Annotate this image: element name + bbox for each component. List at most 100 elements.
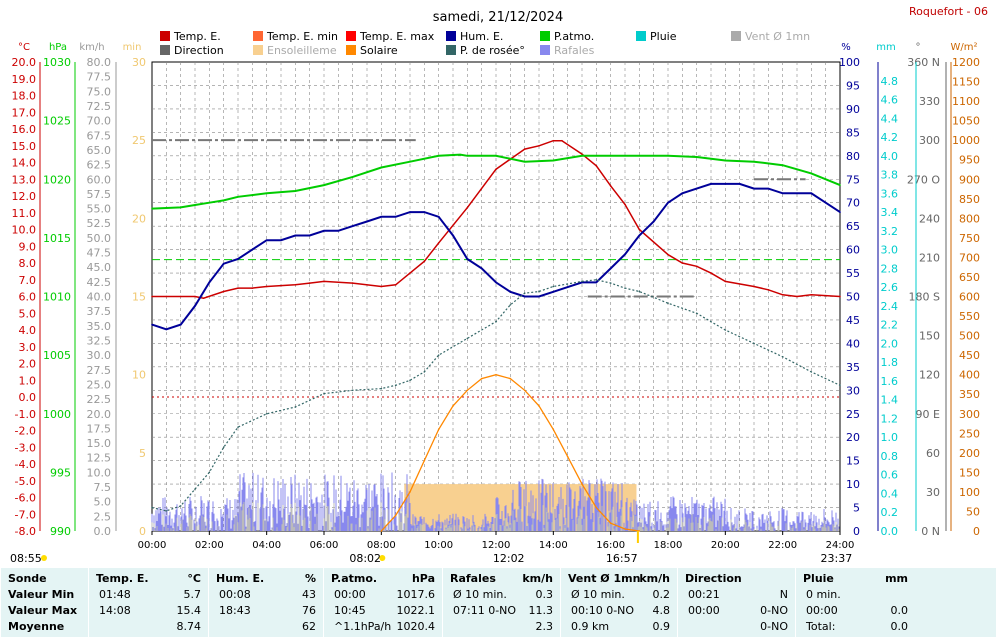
axis-direction-tick: 60 — [926, 447, 940, 460]
axis-humidity-tick: 10 — [846, 478, 860, 491]
axis-direction-tick: 330 — [919, 95, 940, 108]
series-point — [194, 204, 196, 206]
legend-label: Ensoleilleme — [267, 44, 337, 57]
axis-solar-tick: 700 — [959, 251, 980, 264]
series-point — [724, 159, 727, 162]
legend-swatch — [636, 31, 646, 41]
axis-sun_min-tick: 15 — [132, 291, 146, 304]
series-point — [437, 354, 440, 356]
solar-noon-marker: 12:02 — [493, 552, 525, 565]
legend-swatch — [540, 31, 550, 41]
series-point — [380, 215, 383, 218]
axis-temp-tick: 12.0 — [12, 190, 37, 203]
axis-temp-tick: 3.0 — [19, 341, 37, 354]
series-point — [724, 329, 727, 331]
axis-rain-tick: 0.0 — [881, 525, 899, 538]
axis-temp-tick: 15.0 — [12, 140, 37, 153]
legend-label: P.atmo. — [554, 30, 594, 43]
axis-rain-tick: 3.8 — [881, 169, 899, 182]
series-point — [495, 155, 497, 157]
series-point — [638, 155, 641, 157]
axis-sun_min-tick: 25 — [132, 134, 146, 147]
x-tick-label: 00:00 — [138, 540, 167, 551]
axis-solar-tick: 400 — [959, 369, 980, 382]
stats-cell-time: 01:48 — [99, 588, 131, 601]
stats-cell-time: 00:00 — [334, 588, 366, 601]
stats-column: Temp. E. °C 01:48 5.7 14:08 15.4 8.74 — [88, 568, 209, 637]
axis-rain-tick: 3.6 — [881, 187, 899, 200]
axis-wind-tick: 32.5 — [87, 334, 112, 347]
series-point — [538, 144, 540, 147]
axis-solar-tick: 1050 — [952, 115, 980, 128]
axis-wind-tick: 72.5 — [87, 100, 112, 113]
axis-rain-tick: 3.4 — [881, 206, 899, 219]
stats-header: P.atmo. — [331, 572, 378, 585]
axis-solar-tick: 550 — [959, 310, 980, 323]
stats-unit: °C — [187, 572, 201, 585]
axis-humidity-tick: 55 — [846, 267, 860, 280]
series-point — [738, 183, 741, 185]
axis-direction-tick: 210 — [919, 251, 940, 264]
series-point — [552, 428, 555, 431]
stats-unit: % — [304, 572, 316, 585]
series-point — [222, 199, 225, 202]
axis-rain-tick: 4.6 — [881, 94, 899, 107]
axis-wind-tick: 67.5 — [87, 129, 112, 142]
series-point — [681, 262, 684, 264]
series-point — [609, 522, 612, 524]
axis-sun_min-tick: 5 — [139, 447, 146, 460]
series-point — [194, 305, 196, 307]
sunrise-marker: 08:02 — [349, 552, 381, 565]
axis-solar-tick: 150 — [959, 466, 980, 479]
axis-rain-tick: 0.2 — [881, 506, 899, 519]
series-point — [466, 389, 469, 392]
stats-header: Temp. E. — [96, 572, 149, 585]
stats-cell-time: 0.9 km — [571, 620, 610, 633]
series-point — [753, 187, 755, 190]
series-point — [222, 290, 225, 293]
series-point — [294, 406, 297, 408]
series-point — [237, 196, 239, 198]
series-point — [624, 253, 626, 256]
axis-solar-tick: 750 — [959, 232, 980, 245]
axis-temp-tick: 8.0 — [19, 257, 37, 270]
stats-header: Vent Ø 1mn — [568, 572, 641, 585]
axis-temp-tick: 11.0 — [12, 207, 37, 220]
series-point — [552, 139, 555, 142]
axis-wind-tick: 52.5 — [87, 217, 112, 230]
series-point — [538, 295, 540, 298]
axis-temp-tick: -6.0 — [15, 492, 36, 505]
stats-cell-time: 00:21 — [688, 588, 720, 601]
series-point — [237, 426, 239, 428]
axis-wind-tick: 57.5 — [87, 188, 112, 201]
axis-direction-tick: 30 — [926, 486, 940, 499]
stats-column: Vent Ø 1mn km/h Ø 10 min. 0.2 00:10 0-NO 4.8 0… — [560, 568, 678, 637]
series-point — [552, 159, 555, 162]
stats-column: Sonde Valeur Min Valeur Max Moyenne — [0, 568, 89, 637]
axis-humidity-tick: 75 — [846, 173, 860, 186]
stats-cell-value: 1017.6 — [396, 588, 436, 601]
axis-wind-tick: 10.0 — [87, 466, 112, 479]
axis-wind-tick: 47.5 — [87, 247, 112, 260]
axis-solar-tick: 450 — [959, 349, 980, 362]
axis-solar-tick: 800 — [959, 212, 980, 225]
stats-unit: hPa — [411, 572, 435, 585]
axis-wind-tick: 17.5 — [87, 422, 112, 435]
legend-swatch — [731, 31, 741, 41]
series-point — [638, 530, 641, 532]
axis-sun_min-unit: min — [123, 42, 142, 53]
stats-cell-value: N — [779, 588, 788, 601]
series-point — [423, 371, 426, 373]
series-point — [351, 225, 354, 227]
series-point — [609, 185, 612, 187]
axis-pressure-tick: 1010 — [43, 291, 71, 304]
series-point — [695, 187, 698, 190]
axis-wind-tick: 50.0 — [87, 232, 112, 245]
stats-header: Sonde — [8, 572, 47, 585]
axis-wind-tick: 55.0 — [87, 203, 112, 216]
series-point — [695, 156, 698, 158]
series-point — [409, 160, 411, 163]
axis-wind-tick: 25.0 — [87, 378, 112, 391]
axis-wind-tick: 0.0 — [94, 525, 112, 538]
